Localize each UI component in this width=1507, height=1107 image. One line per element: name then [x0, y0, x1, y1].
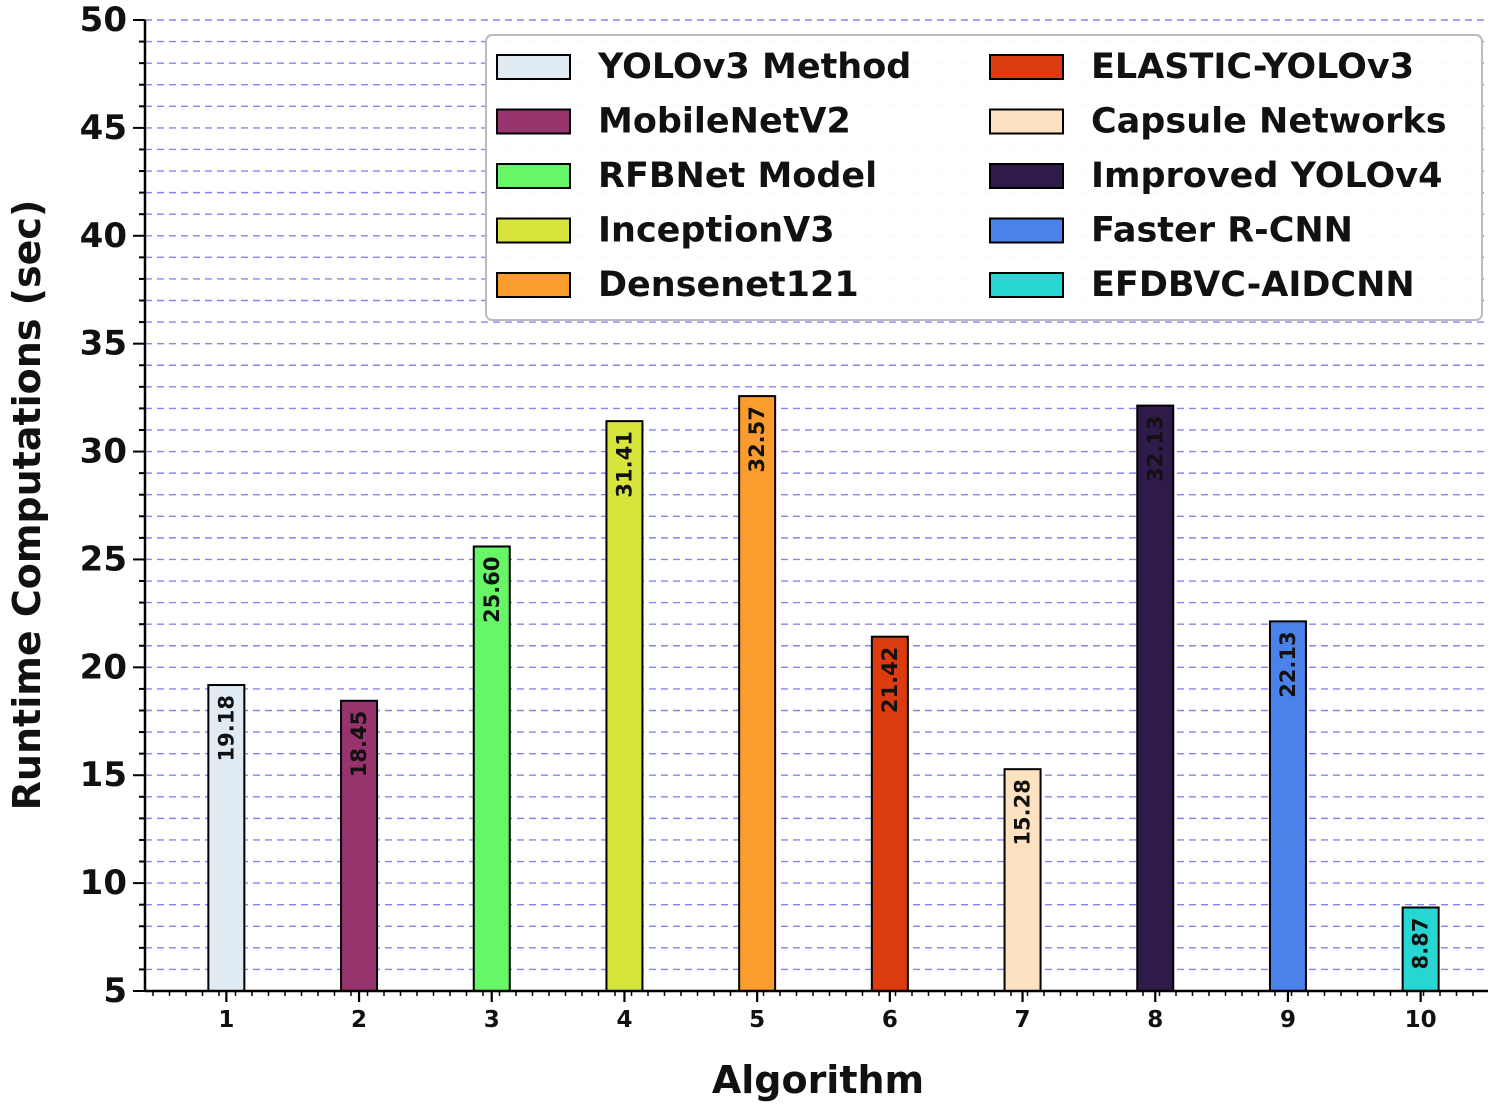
- legend-swatch-10: [989, 272, 1064, 298]
- y-tick-label: 50: [80, 0, 127, 40]
- legend-swatch-5: [496, 272, 571, 298]
- x-tick-label: 9: [1280, 1007, 1296, 1033]
- bar-6: [870, 635, 909, 992]
- y-tick-label: 35: [80, 324, 127, 364]
- legend-swatch-3: [496, 163, 571, 189]
- bar-value-label-5: 32.57: [745, 406, 769, 472]
- legend-label-9: Faster R-CNN: [1091, 211, 1353, 251]
- legend: YOLOv3 Method MobileNetV2 RFBNet Model Ince…: [485, 34, 1483, 321]
- x-tick-label: 7: [1015, 1007, 1031, 1033]
- x-tick-label: 10: [1405, 1007, 1437, 1033]
- y-tick-label: 40: [80, 216, 127, 256]
- bar-value-label-2: 18.45: [347, 711, 371, 777]
- bar-value-label-9: 22.13: [1276, 631, 1300, 697]
- legend-label-8: Improved YOLOv4: [1091, 156, 1442, 196]
- x-tick-label: 3: [484, 1007, 500, 1033]
- legend-label-6: ELASTIC-YOLOv3: [1091, 47, 1414, 87]
- y-tick-label: 45: [80, 108, 127, 148]
- legend-label-10: EFDBVC-AIDCNN: [1091, 265, 1415, 305]
- bar-1: [207, 684, 246, 992]
- bar-4: [605, 420, 644, 993]
- legend-label-1: YOLOv3 Method: [597, 47, 911, 87]
- y-tick-label: 25: [80, 539, 127, 579]
- legend-label-5: Densenet121: [598, 265, 859, 305]
- legend-label-3: RFBNet Model: [598, 156, 877, 196]
- bar-value-label-1: 19.18: [214, 695, 238, 761]
- bar-value-label-10: 8.87: [1409, 917, 1433, 969]
- bar-8: [1136, 404, 1175, 992]
- bars: 19.18 18.45 25.60 31.41 32.57 21.42 15.28 32.13…: [207, 395, 1440, 993]
- y-axis-title: Runtime Computations (sec): [5, 200, 49, 811]
- legend-swatch-2: [496, 108, 571, 135]
- legend-swatch-1: [496, 54, 571, 80]
- bar-value-label-7: 15.28: [1011, 779, 1035, 845]
- bar-3: [472, 545, 511, 993]
- y-tick-label: 10: [80, 863, 127, 903]
- x-tick-label: 4: [616, 1007, 632, 1033]
- y-tick-label: 30: [80, 432, 127, 472]
- bar-value-label-3: 25.60: [480, 556, 504, 622]
- legend-box: [485, 34, 1483, 321]
- bar-5: [738, 395, 777, 993]
- x-tick-label: 2: [351, 1007, 367, 1033]
- legend-swatch-9: [989, 217, 1064, 244]
- legend-label-7: Capsule Networks: [1091, 102, 1447, 142]
- bar-value-label-6: 21.42: [878, 647, 902, 713]
- y-tick-label: 15: [80, 755, 127, 795]
- x-axis-title: Algorithm: [712, 1058, 924, 1102]
- y-tick-label: 5: [103, 971, 127, 1011]
- legend-swatch-7: [989, 108, 1064, 135]
- legend-swatch-4: [496, 217, 571, 244]
- bar-value-label-4: 31.41: [612, 431, 636, 497]
- bar-2: [340, 699, 379, 992]
- x-tick-label: 8: [1147, 1007, 1163, 1033]
- x-tick-label: 1: [218, 1007, 234, 1033]
- bar-value-label-8: 32.13: [1143, 416, 1167, 482]
- y-tick-label: 20: [80, 647, 127, 687]
- legend-label-2: MobileNetV2: [598, 102, 851, 142]
- x-tick-label: 5: [749, 1007, 765, 1033]
- x-tick-label: 6: [882, 1007, 898, 1033]
- legend-label-4: InceptionV3: [598, 211, 835, 251]
- legend-swatch-8: [989, 163, 1064, 189]
- legend-swatch-6: [989, 54, 1064, 80]
